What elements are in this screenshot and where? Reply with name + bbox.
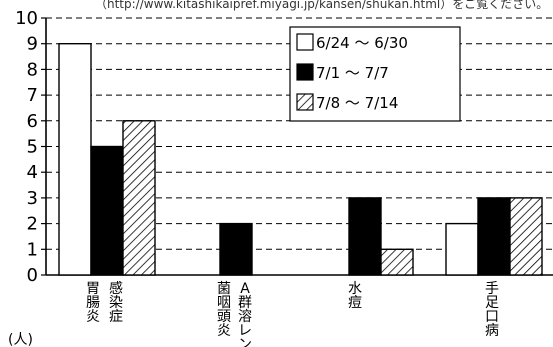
y-tick-label: 4	[27, 162, 38, 183]
bar	[58, 43, 92, 276]
y-tick-label: 9	[27, 34, 38, 55]
x-category-label: 水	[348, 281, 362, 297]
x-category-label: 感	[109, 280, 123, 297]
bar	[219, 222, 253, 276]
x-category-label: 症	[109, 309, 123, 325]
bar	[90, 145, 124, 276]
x-category-label: A	[240, 281, 250, 297]
bar	[509, 197, 543, 276]
legend-label: 6/24 ～ 6/30	[316, 34, 408, 52]
y-tick-label: 1	[27, 239, 38, 260]
x-category-label: 胃	[86, 281, 100, 297]
legend-label: 7/8 ～ 7/14	[316, 94, 398, 112]
x-category-label: 溶	[238, 309, 252, 325]
x-category-label: 腸	[86, 295, 100, 311]
x-category-label: 手	[485, 281, 499, 297]
y-tick-label: 3	[27, 188, 38, 209]
x-category-label: 痘	[348, 295, 362, 311]
bar	[348, 197, 382, 276]
header-note: （http://www.kitashikaipref.miyagi.jp/kan…	[95, 0, 548, 11]
y-tick-label: 5	[27, 137, 38, 158]
x-category-label: ン	[238, 337, 252, 347]
x-category-label: 足	[485, 295, 499, 311]
legend-box	[289, 26, 461, 122]
y-tick-label: 7	[27, 85, 38, 106]
y-tick-label: 2	[27, 214, 38, 235]
bar	[122, 120, 156, 276]
legend-label: 7/1 ～ 7/7	[316, 64, 389, 82]
legend-swatch	[296, 63, 314, 81]
x-category-label: 炎	[217, 323, 231, 339]
x-category-label: 染	[109, 295, 123, 311]
legend-swatch	[296, 93, 314, 111]
y-axis-unit: (人)	[8, 332, 33, 347]
legend: 6/24 ～ 6/30 7/1 ～ 7/7 7/8 ～ 7/14	[289, 26, 461, 122]
x-category-label: 菌	[217, 281, 231, 297]
y-tick-label: 8	[27, 59, 38, 80]
x-category-label: 炎	[86, 309, 100, 325]
y-tick-label: 10	[15, 8, 38, 29]
bar	[380, 248, 414, 276]
legend-swatch	[296, 33, 314, 51]
bars	[58, 43, 543, 276]
bar	[445, 222, 479, 276]
y-tick-labels: 0 1 2 3 4 5 6 7 8 9 10	[15, 8, 38, 286]
y-tick-label: 6	[27, 111, 38, 132]
x-category-label: レ	[238, 323, 252, 339]
y-tick-label: 0	[27, 265, 38, 286]
bar	[477, 197, 511, 276]
x-category-label: 病	[485, 323, 499, 339]
x-category-label: 口	[485, 309, 499, 325]
x-category-label: 頭	[217, 309, 231, 325]
x-category-label: 群	[238, 295, 252, 311]
x-category-label: 咽	[217, 295, 231, 311]
